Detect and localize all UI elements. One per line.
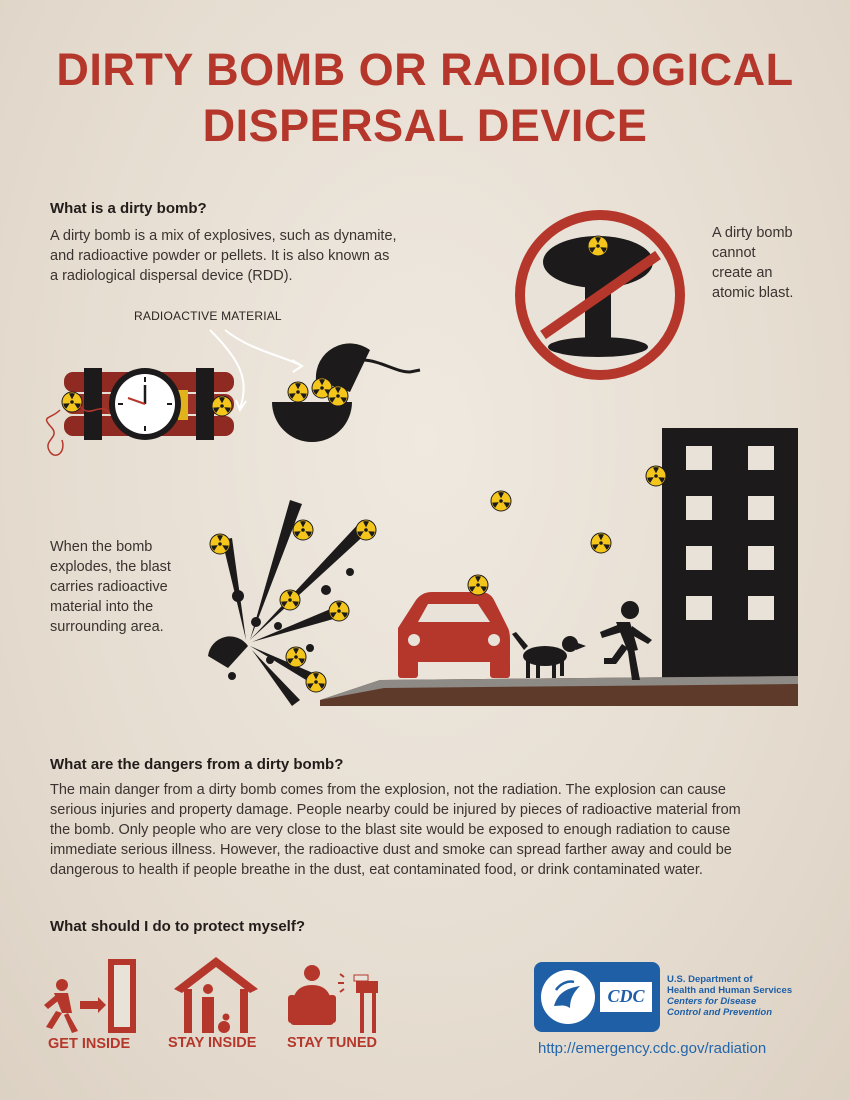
radiation-url-link[interactable]: http://emergency.cdc.gov/radiation [538,1040,767,1057]
no-atomic-line-1: A dirty bomb [712,225,793,241]
stay-tuned-label: STAY TUNED [287,1035,377,1051]
dangers-heading: What are the dangers from a dirty bomb? [50,756,344,773]
no-atomic-line-3: create an [712,265,773,281]
cdc-logo-text: CDC [607,986,645,1006]
explodes-text: When the bomb explodes, the blast carrie… [50,537,210,637]
stay-tuned-icon [288,965,378,1033]
building-icon [662,428,798,684]
cdc-line-2: Control and Prevention [667,1007,773,1018]
radioactive-arrows [209,329,304,413]
title-line-1: DIRTY BOMB OR RADIOLOGICAL [56,44,794,95]
dangers-line-2: serious injuries and property damage. Pe… [50,802,741,818]
what-is-line-2: and radioactive powder or pellets. It is… [50,248,390,264]
cdc-line-1: Centers for Disease [667,996,757,1007]
dangers-line-3: the bomb. Only people who are very close… [50,822,731,838]
dangers-paragraph: The main danger from a dirty bomb comes … [50,780,810,880]
what-is-line-1: A dirty bomb is a mix of explosives, suc… [50,228,397,244]
explodes-line-2: explodes, the blast [50,559,171,575]
hhs-text: U.S. Department of Health and Human Serv… [667,974,792,1018]
dangers-line-5: dangerous to health if people breathe in… [50,862,703,878]
hhs-eagle-icon [541,970,652,1024]
get-inside-icon [44,959,136,1033]
illustration [45,210,798,706]
no-atomic-line-2: cannot [712,245,756,261]
dog-icon [512,632,586,678]
what-is-line-3: a radiological dispersal device (RDD). [50,268,293,284]
explosion-icon [208,500,370,706]
get-inside-label: GET INSIDE [48,1036,131,1052]
dangers-line-1: The main danger from a dirty bomb comes … [50,782,726,798]
no-atomic-line-4: atomic blast. [712,285,794,301]
protect-heading: What should I do to protect myself? [50,918,305,935]
running-person-icon [600,601,652,680]
protect-icons [44,957,378,1033]
no-atomic-text: A dirty bomb cannot create an atomic bla… [712,223,832,303]
explodes-line-1: When the bomb [50,539,153,555]
what-is-paragraph: A dirty bomb is a mix of explosives, suc… [50,226,470,286]
stay-inside-label: STAY INSIDE [168,1035,257,1051]
explodes-line-3: carries radioactive [50,579,168,595]
radioactive-material-label: RADIOACTIVE MATERIAL [134,309,282,323]
car-icon [398,592,510,678]
hhs-line-1: U.S. Department of [667,974,753,985]
hhs-cdc-logo: CDC [534,962,660,1032]
explodes-line-4: material into the [50,599,154,615]
bomb-shell-icon [272,343,421,442]
explodes-line-5: surrounding area. [50,619,164,635]
dynamite-bundle-icon [45,368,234,456]
no-atomic-blast-icon [515,210,685,380]
what-is-heading: What is a dirty bomb? [50,200,207,217]
dangers-line-4: immediate serious illness. However, the … [50,842,732,858]
page-title: DIRTY BOMB OR RADIOLOGICAL DISPERSAL DEV… [0,42,850,154]
hhs-line-2: Health and Human Services [667,985,793,996]
stay-inside-icon [174,957,258,1033]
ground [320,676,798,706]
title-line-2: DISPERSAL DEVICE [202,100,648,151]
